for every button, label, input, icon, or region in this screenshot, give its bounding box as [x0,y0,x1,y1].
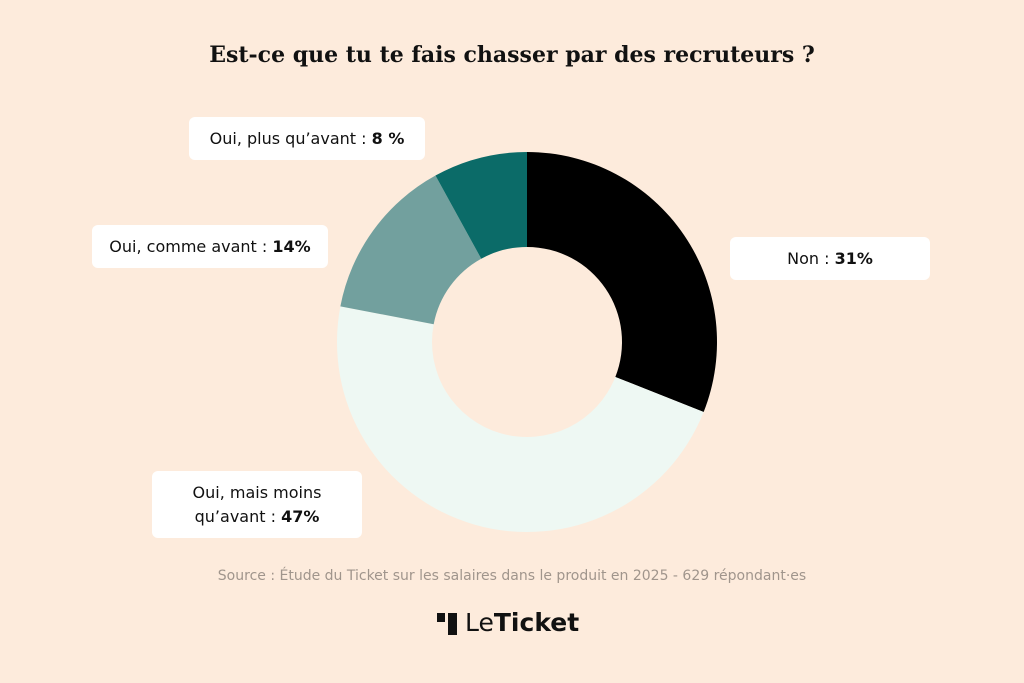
label-box: Non : 31% [730,237,930,280]
category-label: Oui, comme avant : [109,236,268,256]
category-label: Non : [787,248,830,268]
donut-slice [527,152,718,412]
category-label: Oui, mais moins qu’avant : [192,482,322,526]
label-box: Oui, plus qu’avant : 8 % [189,117,425,160]
source: Source : Étude du Ticket sur les salaire… [217,568,807,584]
donut-slice [336,306,704,533]
donut-slice [340,175,482,325]
label-box: Oui, comme avant : 14% [92,225,328,268]
label-box: Oui, mais moins qu’avant : 47% [152,471,362,538]
value-label: 47% [281,506,320,526]
logo-prefix: Le [465,608,494,637]
value-label: 14% [272,236,311,256]
chart-title: Est-ce que tu te fais chasser par des re… [209,42,815,68]
value-label: 8 % [371,128,405,148]
value-label: 31% [834,248,873,268]
logo: LeTicket [465,608,579,637]
logo-name: Ticket [493,608,580,637]
logo-icon [437,613,457,635]
donut-slice [435,152,527,259]
category-label: Oui, plus qu’avant : [209,128,367,148]
donut [336,152,718,533]
